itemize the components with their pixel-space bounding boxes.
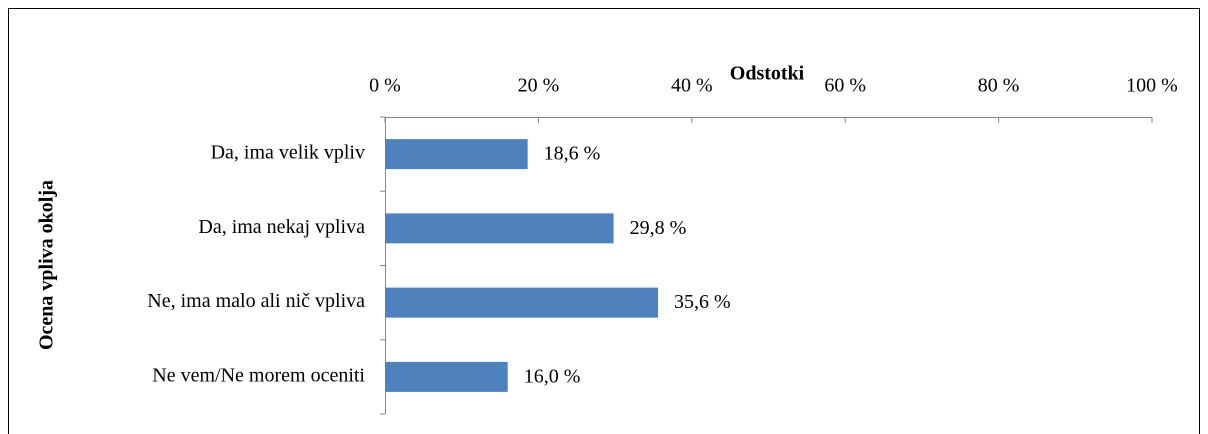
bar: [385, 213, 614, 244]
bar: [385, 139, 528, 170]
value-label: 18,6 %: [544, 143, 601, 165]
x-tick-label: 80 %: [978, 75, 1020, 97]
value-label: 16,0 %: [524, 365, 581, 387]
y-tick-label: Ne, ima malo ali nič vpliva: [147, 290, 365, 312]
bar: [385, 287, 659, 318]
x-tick-label: 60 %: [824, 75, 866, 97]
y-axis-title: Ocena vpliva okolja: [36, 180, 58, 350]
y-tick-label: Da, ima velik vpliv: [211, 142, 365, 164]
x-tick-label: 20 %: [518, 75, 560, 97]
x-tick-label: 100 %: [1126, 75, 1178, 97]
chart-border: [8, 8, 1200, 434]
y-tick-label: Da, ima nekaj vpliva: [198, 216, 365, 238]
x-axis-title: Odstotki: [730, 63, 805, 85]
x-tick-label: 40 %: [671, 75, 713, 97]
y-tick-label: Ne vem/Ne morem oceniti: [152, 364, 365, 386]
value-label: 35,6 %: [674, 291, 731, 313]
x-tick-label: 0 %: [369, 75, 401, 97]
value-label: 29,8 %: [630, 217, 687, 239]
bar: [385, 361, 508, 392]
